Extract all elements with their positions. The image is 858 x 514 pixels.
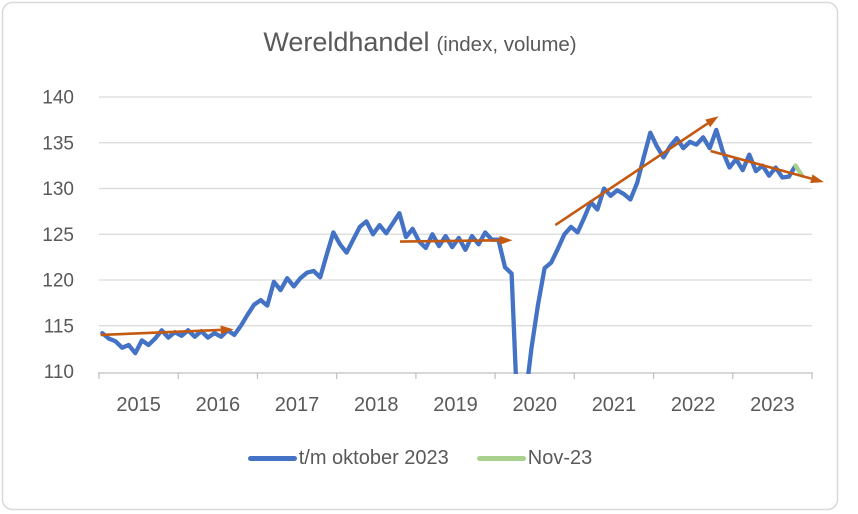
legend-swatch-green-line <box>476 456 526 461</box>
y-axis-label: 140 <box>42 88 74 109</box>
trend-arrow-head <box>220 325 234 335</box>
legend-item-blue-series: t/m oktober 2023 <box>247 447 449 470</box>
trend-arrow-line <box>100 328 221 337</box>
trend-arrow-line <box>400 239 500 243</box>
x-axis-label: 2022 <box>671 394 716 416</box>
trend-arrow-line <box>710 149 812 180</box>
y-axis-label: 130 <box>42 179 74 200</box>
trend-arrow-head <box>705 116 719 128</box>
x-axis-label: 2015 <box>116 394 161 416</box>
y-axis-label: 115 <box>44 316 74 337</box>
y-axis-label: 125 <box>42 225 74 246</box>
trend-arrow-line <box>554 122 709 227</box>
y-axis-label: 110 <box>44 362 74 383</box>
legend-label-blue-series: t/m oktober 2023 <box>298 447 449 469</box>
trend-arrow-head <box>499 235 513 245</box>
x-axis-label: 2019 <box>433 394 478 416</box>
legend-label-green-series: Nov-23 <box>527 447 593 469</box>
legend-swatch-blue-line <box>247 456 297 461</box>
chart-legend: t/m oktober 2023 Nov-23 <box>0 447 840 470</box>
x-axis-label: 2020 <box>512 394 557 416</box>
y-axis-label: 120 <box>42 271 74 292</box>
y-axis-label: 135 <box>42 133 74 154</box>
chart-title: Wereldhandel (index, volume) <box>0 27 840 58</box>
chart-title-suffix: (index, volume) <box>436 33 577 56</box>
x-axis-label: 2018 <box>354 394 399 416</box>
chart-title-main: Wereldhandel <box>263 27 430 57</box>
x-axis-label: 2021 <box>592 394 637 416</box>
series-line-nov-23 <box>793 163 805 178</box>
x-axis-label: 2017 <box>275 394 320 416</box>
x-axis-label: 2016 <box>196 394 241 416</box>
x-axis-label: 2023 <box>750 394 795 416</box>
chart-border <box>1 1 839 511</box>
trend-arrow-head <box>810 174 824 183</box>
legend-item-green-series: Nov-23 <box>476 447 593 470</box>
